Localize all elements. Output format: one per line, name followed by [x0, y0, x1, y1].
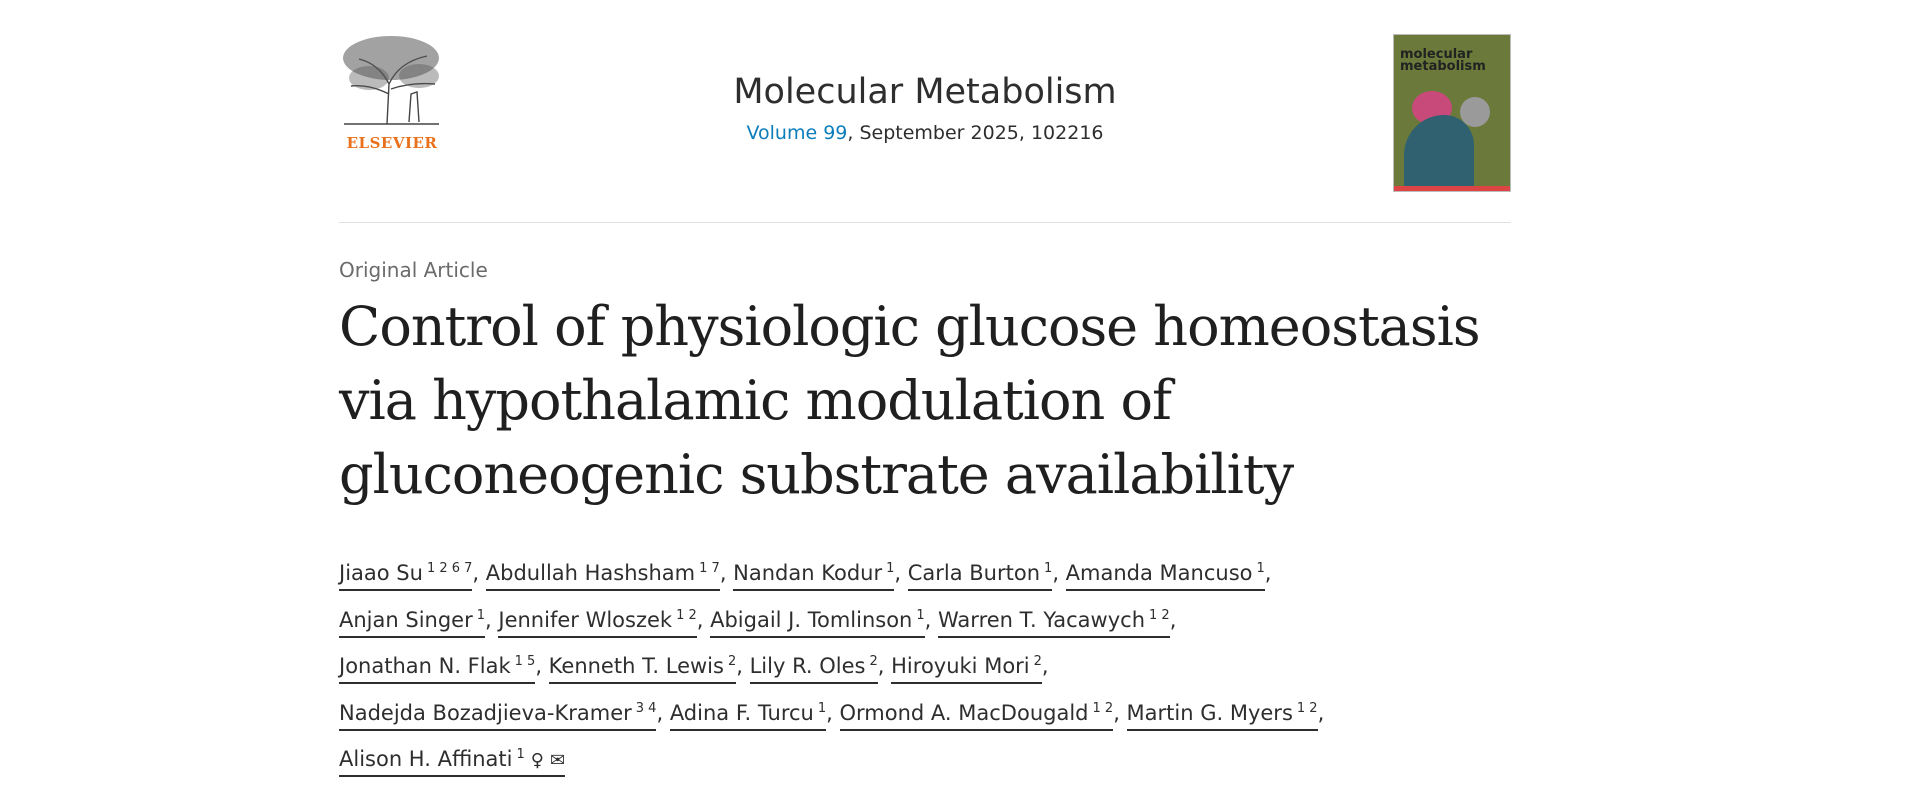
separator: , [1052, 561, 1066, 585]
elsevier-wordmark: ELSEVIER [346, 134, 438, 152]
affiliation-marker: 3 4 [635, 700, 657, 716]
author-name: Amanda Mancuso [1065, 561, 1253, 585]
affiliation-marker: 1 2 [1092, 700, 1114, 716]
article-title: Control of physiologic glucose homeostas… [339, 290, 1511, 512]
author-name: Anjan Singer [339, 607, 473, 632]
separator: , [656, 700, 670, 725]
author-name: Jiaao Su [339, 561, 423, 585]
separator: , [472, 561, 486, 585]
author-name: Abdullah Hashsham [485, 561, 696, 585]
separator: , [894, 561, 908, 585]
affiliation-marker: 2 [727, 654, 737, 669]
author-name: Lily R. Oles [749, 654, 866, 678]
cover-art [1404, 115, 1474, 191]
affiliation-marker: 1 [916, 607, 925, 623]
envelope-icon: ✉ [549, 750, 566, 771]
separator: , [535, 654, 549, 678]
author-name: Hiroyuki Mori [891, 654, 1030, 678]
author-link[interactable]: Jiaao Su 1 2 6 7 [339, 561, 473, 591]
affiliation-marker: 1 2 6 7 [426, 561, 473, 576]
author-name: Martin G. Myers [1126, 700, 1293, 725]
separator: , [1113, 700, 1127, 725]
cover-art [1394, 186, 1510, 191]
author-link[interactable]: Ormond A. MacDougald 1 2 [839, 700, 1114, 731]
volume-info: Volume 99, September 2025, 102216 [339, 122, 1511, 144]
affiliation-marker: 2 [869, 654, 878, 669]
author-link[interactable]: Kenneth T. Lewis 2 [548, 654, 737, 684]
issue-info: , September 2025, 102216 [847, 122, 1104, 144]
author-link[interactable]: Carla Burton 1 [907, 561, 1053, 591]
author-link[interactable]: Hiroyuki Mori 2 [891, 654, 1042, 684]
author-name: Nadejda Bozadjieva-Kramer [339, 700, 632, 725]
author-link[interactable]: Nandan Kodur 1 [733, 561, 895, 591]
separator: , [696, 607, 711, 632]
author-link[interactable]: Abdullah Hashsham 1 7 [485, 561, 720, 591]
person-icon: ♀ [530, 750, 544, 771]
separator: , [1169, 607, 1177, 632]
journal-cover-image[interactable]: molecular metabolism [1393, 34, 1511, 192]
affiliation-marker: 1 [476, 607, 486, 623]
journal-header: Molecular Metabolism Volume 99, Septembe… [339, 72, 1511, 144]
title-line: via hypothalamic modulation of [339, 369, 1172, 432]
separator: , [736, 654, 750, 678]
separator: , [719, 561, 734, 585]
affiliation-marker: 1 2 [1296, 700, 1318, 716]
affiliation-marker: 2 [1033, 654, 1042, 669]
separator: , [924, 607, 939, 632]
author-link[interactable]: Jonathan N. Flak 1 5 [339, 654, 536, 684]
separator: , [1041, 654, 1049, 678]
header-divider [339, 222, 1511, 223]
author-link[interactable]: Nadejda Bozadjieva-Kramer 3 4 [339, 700, 657, 731]
author-list: Jiaao Su 1 2 6 7, Abdullah Hashsham 1 7, N… [339, 548, 1511, 783]
author-name: Jonathan N. Flak [339, 654, 511, 678]
author-link[interactable]: Anjan Singer 1 [339, 607, 486, 638]
author-link[interactable]: Abigail J. Tomlinson 1 [710, 607, 925, 638]
author-name: Ormond A. MacDougald [839, 700, 1089, 725]
cover-art [1460, 97, 1490, 127]
title-line: gluconeogenic substrate availability [339, 443, 1294, 506]
separator: , [1317, 700, 1325, 725]
author-name: Alison H. Affinati [339, 747, 513, 771]
affiliation-marker: 1 5 [514, 654, 536, 669]
author-link[interactable]: Jennifer Wloszek 1 2 [498, 607, 697, 638]
cover-title: molecular metabolism [1400, 47, 1486, 74]
author-link[interactable]: Adina F. Turcu 1 [669, 700, 827, 731]
volume-link[interactable]: Volume 99 [746, 122, 848, 144]
author-link[interactable]: Lily R. Oles 2 [749, 654, 878, 684]
author-name: Kenneth T. Lewis [548, 654, 724, 678]
author-name: Abigail J. Tomlinson [710, 607, 913, 632]
author-link[interactable]: Amanda Mancuso 1 [1065, 561, 1265, 591]
journal-title[interactable]: Molecular Metabolism [733, 72, 1117, 112]
author-name: Warren T. Yacawych [938, 607, 1146, 632]
title-line: Control of physiologic glucose homeostas… [339, 295, 1481, 358]
affiliation-marker: 1 2 [1149, 607, 1170, 623]
tree-icon [343, 36, 439, 125]
author-name: Nandan Kodur [733, 561, 883, 585]
separator: , [877, 654, 892, 678]
author-name: Carla Burton [907, 561, 1041, 585]
separator: , [1264, 561, 1272, 585]
article-type: Original Article [339, 258, 488, 282]
affiliation-marker: 1 [1044, 561, 1053, 576]
author-link[interactable]: Alison H. Affinati 1 ♀ ✉ [339, 747, 566, 777]
affiliation-marker: 1 [516, 747, 525, 762]
elsevier-logo[interactable]: ELSEVIER [339, 34, 445, 152]
affiliation-marker: 1 2 [676, 607, 697, 623]
author-name: Jennifer Wloszek [498, 607, 673, 632]
separator: , [826, 700, 840, 725]
author-link[interactable]: Warren T. Yacawych 1 2 [938, 607, 1170, 638]
affiliation-marker: 1 [1256, 561, 1265, 576]
separator: , [485, 607, 499, 632]
author-link[interactable]: Martin G. Myers 1 2 [1126, 700, 1318, 731]
author-name: Adina F. Turcu [669, 700, 814, 725]
affiliation-marker: 1 7 [699, 561, 720, 576]
affiliation-marker: 1 [817, 700, 827, 716]
affiliation-marker: 1 [886, 561, 895, 576]
